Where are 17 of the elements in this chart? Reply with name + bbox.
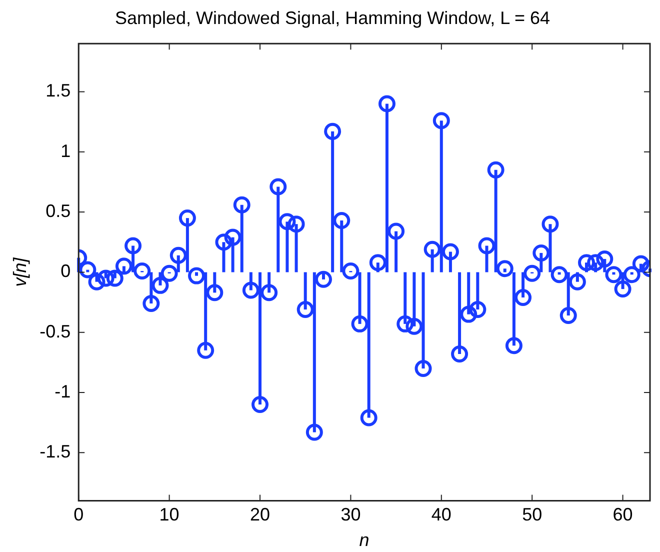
x-tick-label: 60 <box>612 504 633 525</box>
x-tick-label: 40 <box>431 504 452 525</box>
x-tick-label: 30 <box>340 504 361 525</box>
y-tick-label: -1 <box>54 381 71 402</box>
y-tick-label: 0 <box>60 261 71 282</box>
x-tick-label: 0 <box>74 504 84 525</box>
y-tick-label: 0.5 <box>46 201 71 222</box>
x-tick-label: 50 <box>522 504 542 525</box>
y-tick-label: -0.5 <box>40 321 71 342</box>
y-tick-label: -1.5 <box>40 442 71 462</box>
y-tick-label: 1.5 <box>46 80 71 101</box>
y-axis-title: v[n] <box>10 256 30 287</box>
chart-title: Sampled, Windowed Signal, Hamming Window, L = 64 <box>114 8 550 28</box>
y-tick-label: 1 <box>60 140 71 161</box>
x-tick-label: 10 <box>159 504 180 525</box>
x-axis-title: n <box>359 530 370 550</box>
x-tick-label: 20 <box>250 504 270 525</box>
